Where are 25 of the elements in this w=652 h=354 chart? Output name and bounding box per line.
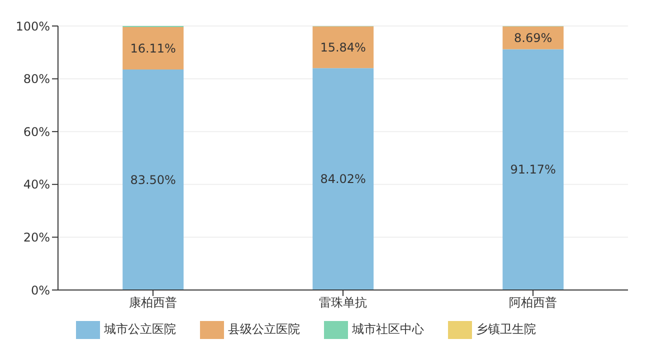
x-tick-label: 雷珠单抗 bbox=[319, 296, 367, 310]
y-tick-label: 60% bbox=[23, 124, 50, 139]
bar bbox=[502, 26, 564, 50]
y-tick-label: 80% bbox=[23, 72, 50, 86]
bar bbox=[312, 26, 374, 68]
bar bbox=[312, 68, 374, 290]
legend-label: 乡镇卫生院 bbox=[476, 322, 536, 336]
data-label: 91.17% bbox=[510, 162, 556, 177]
y-tick-label: 40% bbox=[23, 178, 50, 192]
bar bbox=[122, 70, 184, 290]
data-label: 84.02% bbox=[320, 172, 366, 186]
legend-label: 县级公立医院 bbox=[228, 322, 300, 336]
legend-label: 城市社区中心 bbox=[352, 322, 424, 336]
data-label: 8.69% bbox=[514, 30, 552, 45]
y-tick-label: 20% bbox=[23, 230, 50, 244]
y-tick-label: 0% bbox=[30, 283, 50, 298]
x-tick-label: 阿柏西普 bbox=[509, 296, 557, 310]
bar bbox=[502, 49, 564, 290]
x-tick-label: 康柏西普 bbox=[129, 296, 177, 310]
legend-label: 城市公立医院 bbox=[104, 322, 176, 336]
y-tick-label: 100% bbox=[16, 19, 50, 34]
data-label: 83.50% bbox=[130, 172, 176, 187]
bar bbox=[122, 27, 184, 70]
data-label: 16.11% bbox=[130, 41, 176, 56]
data-label: 15.84% bbox=[320, 40, 366, 54]
